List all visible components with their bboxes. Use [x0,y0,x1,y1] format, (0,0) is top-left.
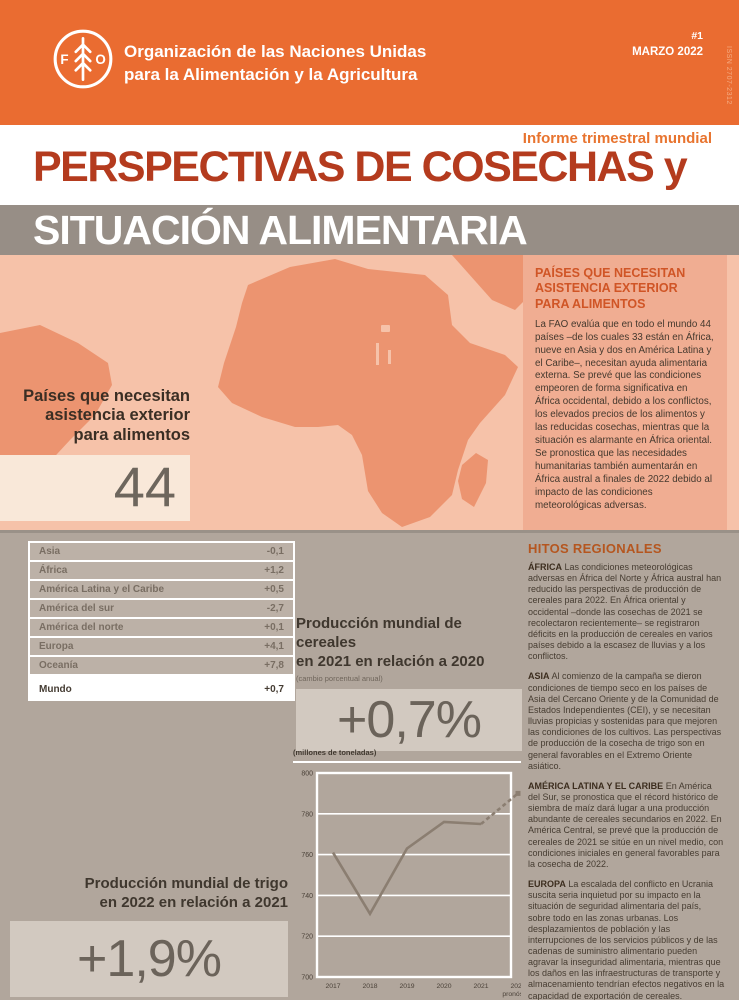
svg-text:740: 740 [301,893,313,900]
issue-date: MARZO 2022 [632,46,703,58]
table-row: Asia -0,1 [30,543,293,560]
wheat-stat-value: +1,9% [77,929,222,988]
row-value: +0,7 [264,683,284,695]
lower-section: Asia -0,1 África +1,2 América Latina y el … [0,530,739,1000]
fao-logo-icon: F O [53,29,113,89]
assistance-panel-title: PAÍSES QUE NECESITAN ASISTENCIA EXTERIOR… [535,266,686,311]
svg-text:O: O [95,52,105,67]
row-value: +0,5 [264,584,284,595]
svg-text:F: F [60,52,68,67]
header-banner: F O Organización de las Naciones Unidas … [0,0,739,125]
title-band: SITUACIÓN ALIMENTARIA [0,205,739,255]
report-title-line2: SITUACIÓN ALIMENTARIA [33,207,528,253]
table-row: América del sur -2,7 [30,600,293,617]
table-row: África +1,2 [30,562,293,579]
row-label: Asia [39,546,61,557]
assistance-count-value: 44 [113,455,176,518]
row-value: +7,8 [264,660,284,671]
svg-text:780: 780 [301,811,313,818]
issue-block: #1 MARZO 2022 [632,30,703,58]
svg-text:2019: 2019 [399,983,414,990]
table-row: Oceanía +7,8 [30,657,293,674]
chart-divider [293,761,521,763]
svg-text:800: 800 [301,771,313,778]
regional-highlights-title: HITOS REGIONALES [528,541,662,556]
wheat-production-stat: Producción mundial de trigo en 2022 en r… [10,875,288,997]
row-label: Mundo [39,683,72,695]
highlight-africa: ÁFRICA Las condiciones meteorológicas ad… [528,562,722,662]
africa-shape [218,259,518,527]
highlight-europe: EUROPA La escalada del conflicto en Ucra… [528,879,725,1000]
report-title-line1: PERSPECTIVAS DE COSECHAS y [33,143,688,191]
assistance-panel: PAÍSES QUE NECESITAN ASISTENCIA EXTERIOR… [523,255,727,533]
row-value: +4,1 [264,641,284,652]
wheat-stat-heading: Producción mundial de trigo en 2022 en r… [84,875,288,911]
row-label: África [39,565,68,576]
row-label: Oceanía [39,660,78,671]
cereal-stat-note: (cambio porcentual anual) [296,674,383,684]
cereal-stat-value: +0,7% [337,691,482,750]
organization-name: Organización de las Naciones Unidas para… [124,42,427,84]
row-value: -0,1 [266,546,284,557]
chart-unit-label: (millones de toneladas) [293,748,377,757]
table-row-world-total: Mundo +0,7 [30,679,293,699]
highlight-latin-america: AMÉRICA LATINA Y EL CARIBE En América de… [528,780,724,869]
row-label: América del norte [39,622,124,633]
wheat-stat-value-box: +1,9% [10,920,288,997]
madagascar-shape [458,453,488,507]
row-value: +0,1 [264,622,284,633]
cereal-stat-value-box: +0,7% [296,689,522,752]
row-value: +1,2 [264,565,284,576]
wheat-chart-plot: 700 720 740 760 780 800 2017 2018 2019 2020 2021 20… [301,771,534,999]
table-row: América Latina y el Caribe +0,5 [30,581,293,598]
lake-shape [381,325,390,332]
svg-text:2017: 2017 [325,983,340,990]
svg-text:2021: 2021 [473,983,488,990]
lake-shape [388,350,391,364]
issn-label: ISSN 2707-2312 [725,46,732,105]
cereal-stat-heading: Producción mundial de cereales en 2021 e… [296,615,485,670]
south-america-shape [0,325,112,493]
masthead: Informe trimestral mundial PERSPECTIVAS … [0,125,739,205]
table-row: América del norte +0,1 [30,619,293,636]
cereal-production-stat: Producción mundial de cereales en 2021 e… [296,615,522,752]
row-value: -2,7 [266,603,284,614]
wheat-production-chart: (millones de toneladas) 700 720 740 760 780 8… [293,748,534,1000]
highlight-asia: ASIA Al comienzo de la campaña se dieron… [528,671,722,771]
lake-shape [376,343,379,365]
svg-text:2020: 2020 [436,983,451,990]
table-row: Europa +4,1 [30,638,293,655]
svg-text:2022: 2022 [510,983,521,990]
row-label: América Latina y el Caribe [39,584,165,595]
svg-text:2018: 2018 [362,983,377,990]
row-label: América del sur [39,603,115,614]
svg-text:760: 760 [301,852,313,859]
regional-production-table: Asia -0,1 África +1,2 América Latina y el … [28,541,295,701]
row-label: Europa [39,641,74,652]
issue-number: #1 [691,30,703,42]
assistance-count-band: 44 [0,455,190,521]
svg-text:pronóstico: pronóstico [502,991,521,998]
assistance-panel-body: La FAO evalúa que en todo el mundo 44 pa… [535,318,714,511]
svg-text:700: 700 [301,975,313,982]
regional-highlights: HITOS REGIONALES ÁFRICA Las condiciones … [528,541,726,1000]
report-kicker: Informe trimestral mundial [522,130,712,147]
svg-text:720: 720 [301,934,313,941]
assistance-count-label: Países que necesitan asistencia exterior… [23,387,190,444]
